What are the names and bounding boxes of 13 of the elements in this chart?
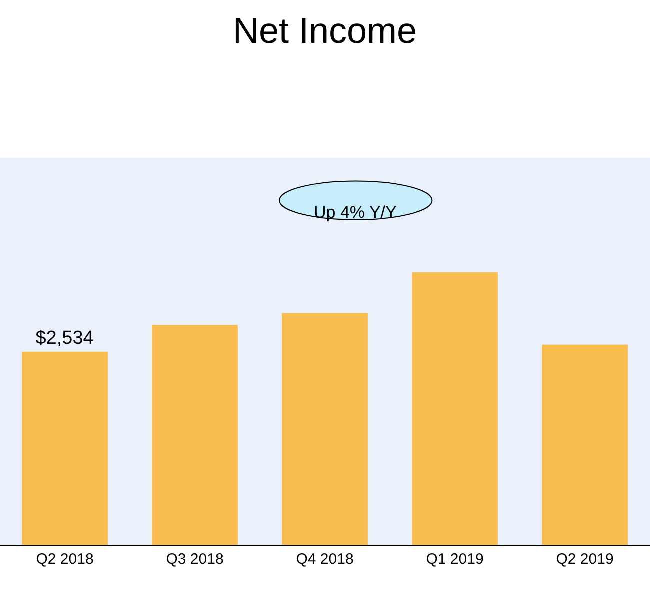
x-tick-label: Q3 2018 [166,551,224,568]
bar [412,272,498,545]
x-tick-label: Q4 2018 [296,551,354,568]
x-tick-label: Q2 2019 [556,551,614,568]
x-tick-label: Q1 2019 [426,551,484,568]
bar [22,352,108,545]
chart-title: Net Income [232,10,418,52]
data-label: $2,534 [36,328,94,349]
text: Up 4% Y/Y [314,203,397,222]
x-tick-label: Q2 2018 [36,551,94,568]
bar [542,344,628,545]
bar [152,325,238,545]
bar [282,313,368,545]
